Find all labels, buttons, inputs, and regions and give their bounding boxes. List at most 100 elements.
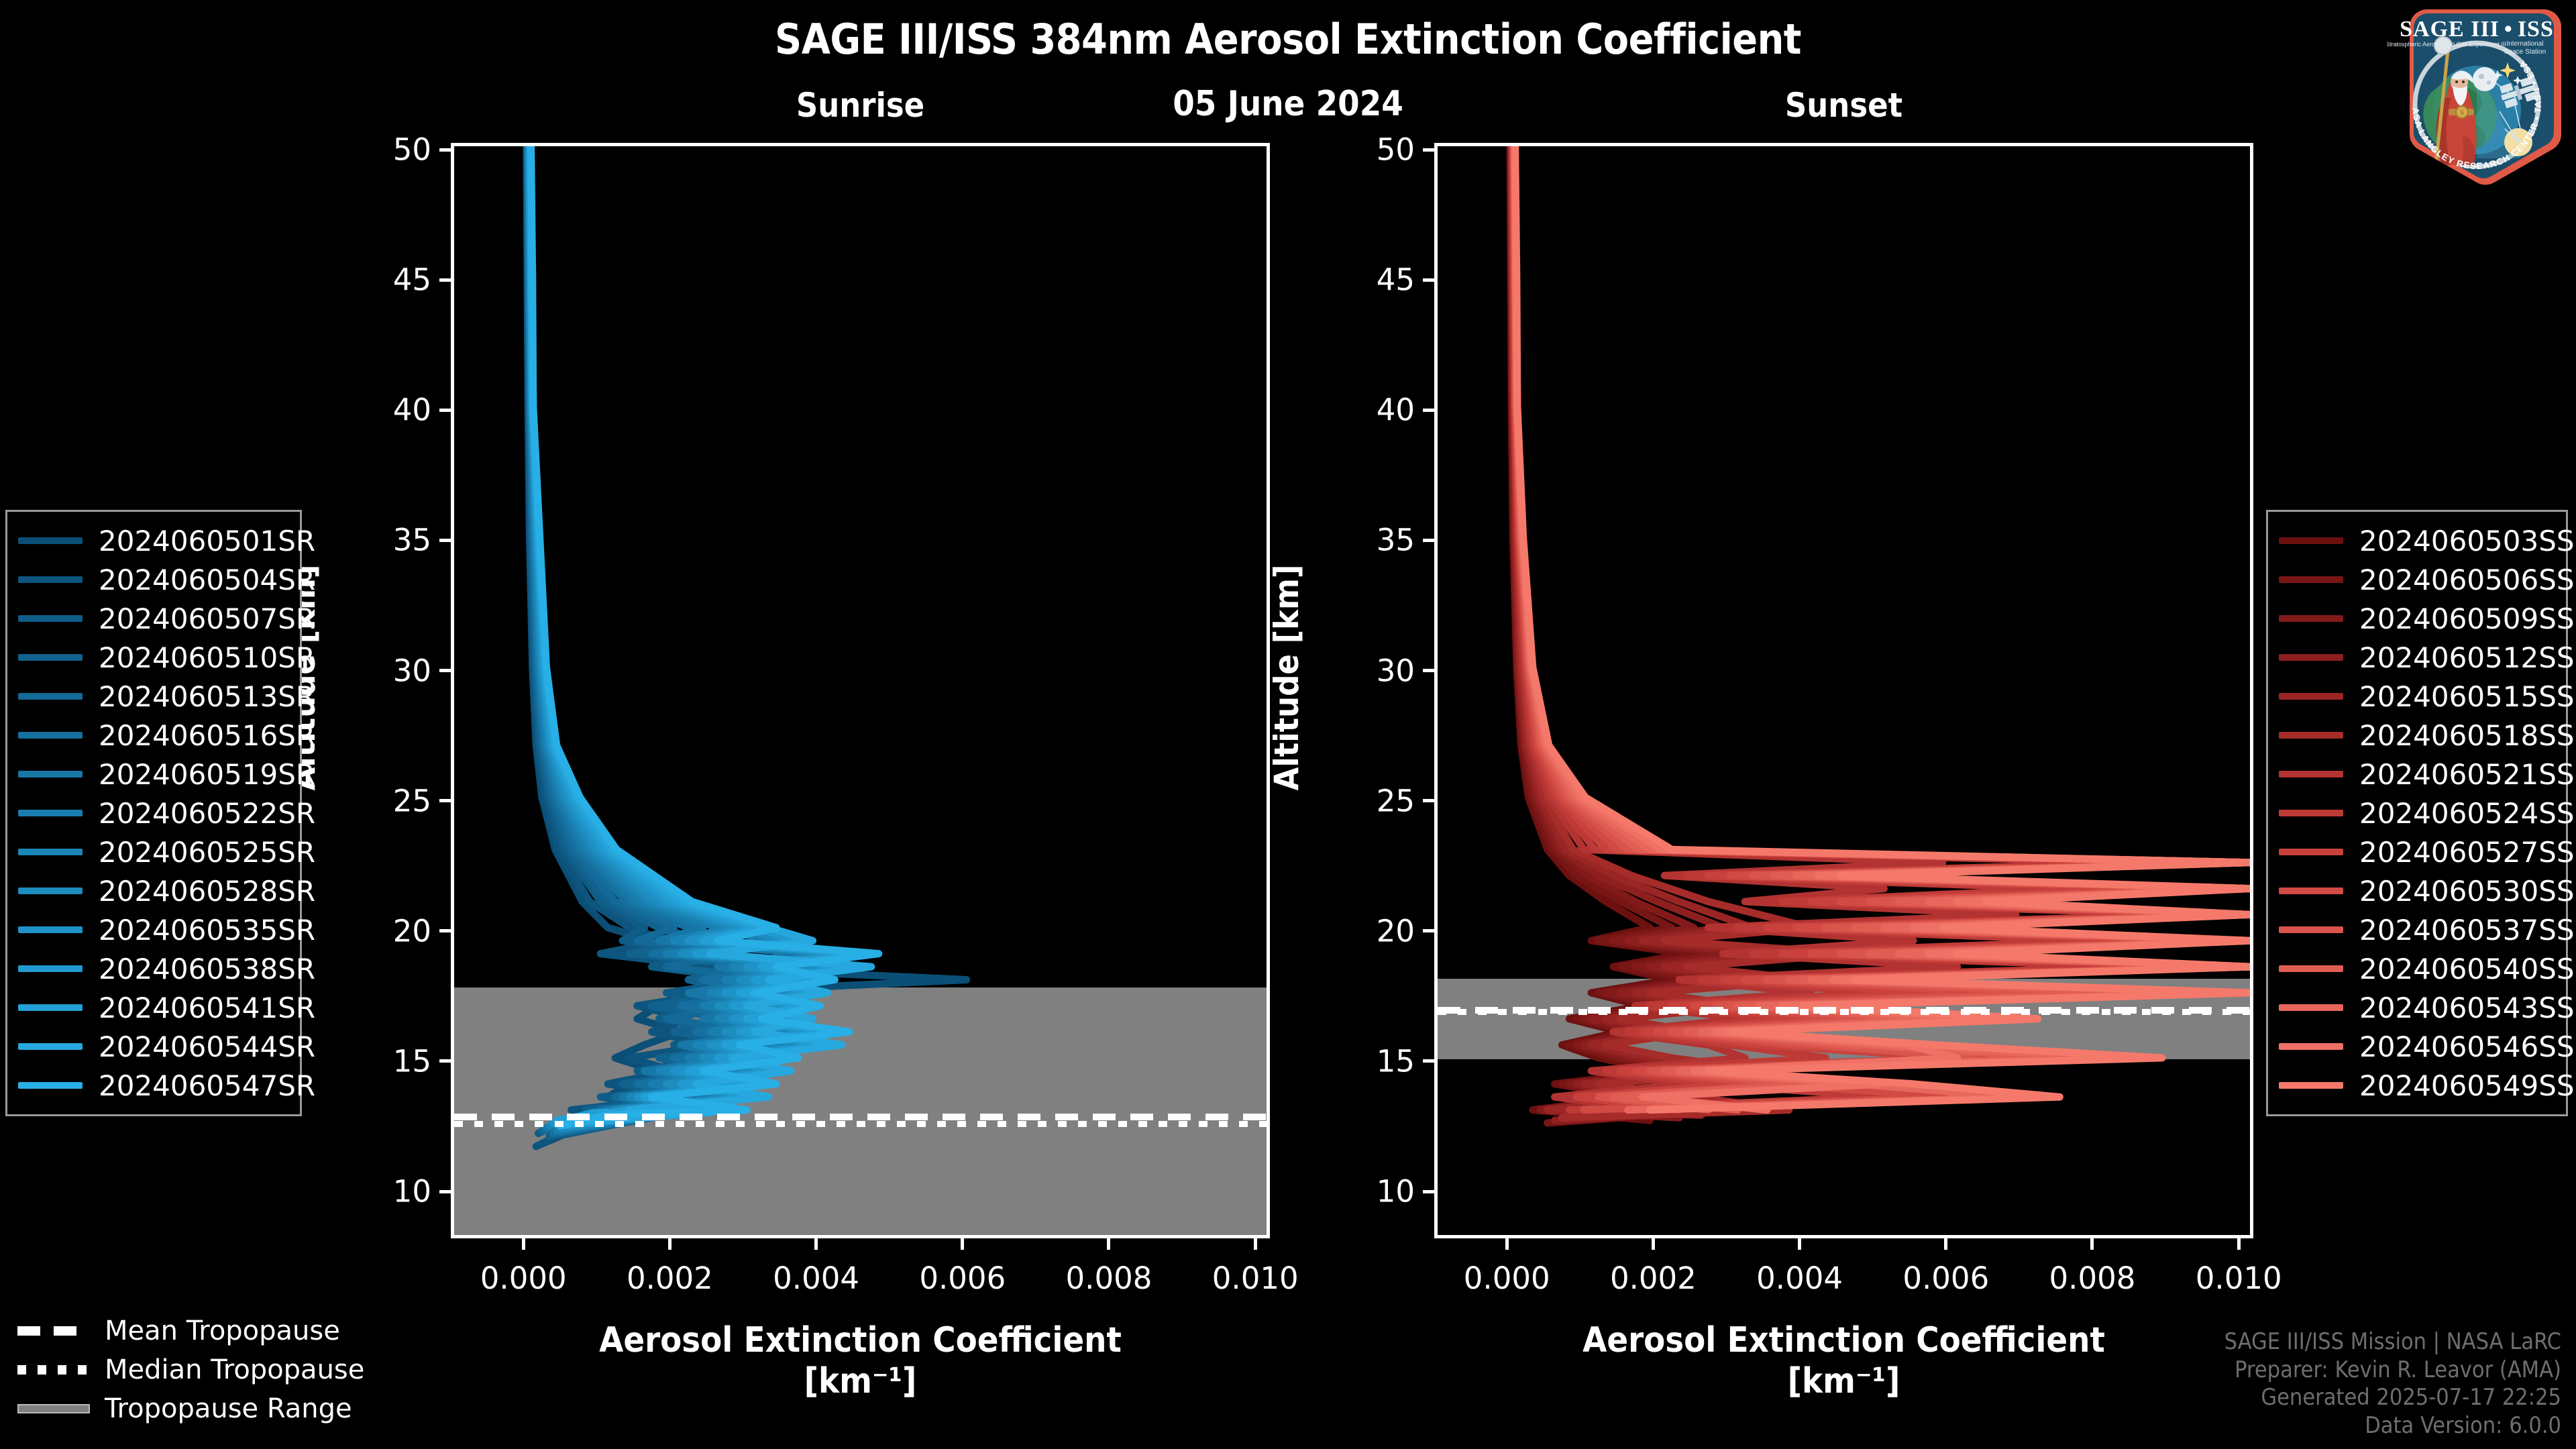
legend-color-swatch <box>18 965 83 972</box>
legend-event-label: 2024060509SS <box>2359 602 2575 635</box>
legend-item[interactable]: 2024060501SR <box>18 521 315 560</box>
legend-item[interactable]: 2024060544SR <box>18 1027 315 1066</box>
legend-item-median-tropopause: Median Tropopause <box>17 1350 364 1389</box>
legend-item[interactable]: 2024060506SS <box>2279 560 2575 599</box>
legend-sunrise[interactable]: 2024060501SR 2024060504SR 2024060507SR 2024… <box>5 510 315 1116</box>
dotted-line-icon <box>17 1365 90 1375</box>
x-axis-label-line1: Aerosol Extinction Coefficient <box>599 1320 1122 1360</box>
legend-color-swatch <box>2279 810 2343 816</box>
legend-item[interactable]: 2024060546SS <box>2279 1027 2575 1066</box>
legend-item-tropopause-range: Tropopause Range <box>17 1389 352 1428</box>
legend-event-label: 2024060543SS <box>2359 991 2575 1024</box>
credits-block: SAGE III/ISS Mission | NASA LaRC Prepare… <box>2224 1328 2561 1440</box>
legend-color-swatch <box>18 888 83 894</box>
legend-item[interactable]: 2024060541SR <box>18 988 315 1027</box>
legend-color-swatch <box>18 693 83 700</box>
legend-event-label: 2024060527SS <box>2359 835 2575 869</box>
legend-item[interactable]: 2024060503SS <box>2279 521 2575 560</box>
credit-mission: SAGE III/ISS Mission | NASA LaRC <box>2224 1328 2561 1356</box>
y-axis-tick <box>439 799 454 803</box>
legend-item[interactable]: 2024060522SR <box>18 794 315 833</box>
y-axis-tick-label: 50 <box>1376 131 1415 168</box>
legend-color-swatch <box>18 810 83 816</box>
legend-color-swatch <box>2279 537 2343 544</box>
legend-item[interactable]: 2024060524SS <box>2279 794 2575 833</box>
legend-item[interactable]: 2024060516SR <box>18 716 315 755</box>
legend-color-swatch <box>2279 615 2343 622</box>
legend-item[interactable]: 2024060549SS <box>2279 1066 2575 1105</box>
y-axis-tick-label: 45 <box>1376 262 1415 298</box>
legend-event-label: 2024060525SR <box>99 835 316 869</box>
legend-item[interactable]: 2024060535SR <box>18 910 315 949</box>
legend-event-label: 2024060541SR <box>99 991 316 1024</box>
legend-event-label: 2024060549SS <box>2359 1069 2575 1102</box>
y-axis-tick <box>439 929 454 933</box>
legend-color-swatch <box>18 1082 83 1089</box>
x-axis-tick-label: 0.004 <box>773 1260 859 1296</box>
legend-item[interactable]: 2024060518SS <box>2279 716 2575 755</box>
legend-color-swatch <box>18 1004 83 1011</box>
legend-event-label: 2024060507SR <box>99 602 316 635</box>
legend-event-label: 2024060540SS <box>2359 952 2575 985</box>
x-axis-tick <box>2237 1235 2241 1250</box>
legend-color-swatch <box>18 732 83 739</box>
legend-item[interactable]: 2024060519SR <box>18 755 315 794</box>
y-axis-tick <box>439 408 454 412</box>
legend-item[interactable]: 2024060538SR <box>18 949 315 988</box>
profile-curves <box>1506 146 2250 1127</box>
legend-item[interactable]: 2024060513SR <box>18 677 315 716</box>
legend-item[interactable]: 2024060547SR <box>18 1066 315 1105</box>
plot-panel-sunrise: 10 15 20 25 30 35 40 45 50 0.000 0.002 0.004 0.006 0.… <box>393 132 1299 1297</box>
patch-wizard-figure: S <box>2434 36 2477 166</box>
legend-item[interactable]: 2024060509SS <box>2279 599 2575 638</box>
patch-subtitle-left: Stratospheric Aerosol and Gas Experiment… <box>2387 41 2506 48</box>
y-axis-tick-label: 30 <box>392 653 431 689</box>
legend-event-label: 2024060537SS <box>2359 913 2575 947</box>
y-axis-tick <box>439 538 454 542</box>
y-axis-tick <box>1423 929 1438 933</box>
legend-item[interactable]: 2024060512SS <box>2279 638 2575 677</box>
legend-item[interactable]: 2024060530SS <box>2279 871 2575 910</box>
y-axis-tick-label: 35 <box>1376 522 1415 558</box>
x-axis-tick <box>1944 1235 1948 1250</box>
x-axis-tick <box>961 1235 965 1250</box>
legend-item[interactable]: 2024060521SS <box>2279 755 2575 794</box>
legend-event-label: 2024060518SS <box>2359 718 2575 752</box>
y-axis-tick-label: 40 <box>392 392 431 428</box>
legend-event-label: 2024060501SR <box>99 524 316 557</box>
x-axis-tick <box>667 1235 672 1250</box>
legend-color-swatch <box>18 615 83 622</box>
legend-item[interactable]: 2024060540SS <box>2279 949 2575 988</box>
legend-sunset[interactable]: 2024060503SS 2024060506SS 2024060509SS 2024… <box>2266 510 2575 1116</box>
legend-item[interactable]: 2024060504SR <box>18 560 315 599</box>
credit-preparer: Preparer: Kevin R. Leavor (AMA) <box>2235 1356 2561 1383</box>
legend-color-swatch <box>18 926 83 933</box>
profile-curves <box>523 146 971 1150</box>
y-axis-tick <box>1423 278 1438 282</box>
legend-color-swatch <box>2279 732 2343 739</box>
y-axis-tick <box>1423 669 1438 673</box>
legend-color-swatch <box>2279 576 2343 583</box>
legend-item[interactable]: 2024060543SS <box>2279 988 2575 1027</box>
x-axis-tick <box>1505 1235 1509 1250</box>
legend-label-median: Median Tropopause <box>105 1354 365 1385</box>
mean-tropopause-line <box>454 1114 1267 1121</box>
patch-wordmark: SAGE III • ISS Stratospheric Aerosol and G… <box>2387 17 2553 56</box>
legend-event-label: 2024060504SR <box>99 563 316 596</box>
legend-item[interactable]: 2024060510SR <box>18 638 315 677</box>
y-axis-tick <box>1423 148 1438 152</box>
legend-item[interactable]: 2024060528SR <box>18 871 315 910</box>
legend-event-label: 2024060516SR <box>99 718 316 752</box>
legend-event-label: 2024060519SR <box>99 757 316 791</box>
panel-title-sunset: Sunset <box>1784 86 1903 125</box>
median-tropopause-line <box>1438 1008 2250 1015</box>
legend-event-label: 2024060522SR <box>99 796 316 830</box>
legend-item[interactable]: 2024060507SR <box>18 599 315 638</box>
legend-item[interactable]: 2024060525SR <box>18 833 315 871</box>
legend-item[interactable]: 2024060515SS <box>2279 677 2575 716</box>
legend-item[interactable]: 2024060527SS <box>2279 833 2575 871</box>
median-tropopause-line <box>454 1120 1267 1127</box>
y-axis-tick <box>1423 1059 1438 1063</box>
legend-event-label: 2024060524SS <box>2359 796 2575 830</box>
legend-item[interactable]: 2024060537SS <box>2279 910 2575 949</box>
